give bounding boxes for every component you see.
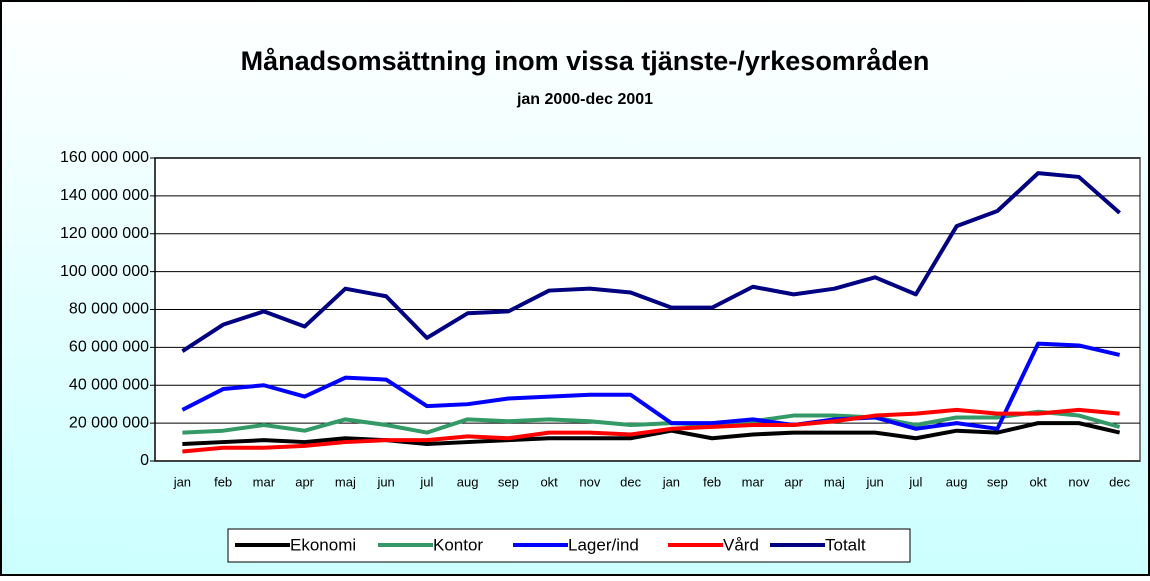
y-tick-label: 100 000 000 [60,263,149,280]
legend-label: Totalt [825,535,866,554]
x-tick-label: nov [579,474,600,489]
legend-label: Vård [723,535,759,554]
x-tick-label: okt [540,474,558,489]
y-tick-label: 0 [140,452,149,469]
series-line [182,407,1120,454]
chart-subtitle: jan 2000-dec 2001 [516,91,653,108]
y-tick-label: 60 000 000 [69,339,149,356]
legend-label: Kontor [433,535,483,554]
y-tick-label: 140 000 000 [60,187,149,204]
x-tick-label: dec [620,474,641,489]
chart-title: Månadsomsättning inom vissa tjänste-/yrk… [241,46,930,76]
x-tick-label: dec [1109,474,1130,489]
x-tick-label: mar [253,474,276,489]
x-tick-label: aug [946,474,968,489]
x-tick-label: jul [419,474,433,489]
x-tick-label: apr [295,474,314,489]
series-line [181,171,1121,353]
y-tick-label: 120 000 000 [60,225,149,242]
legend-label: Ekonomi [290,535,356,554]
series-line [182,421,1121,446]
x-tick-label: aug [457,474,479,489]
x-tick-label: apr [784,474,803,489]
x-tick-label: feb [703,474,721,489]
x-tick-label: sep [498,474,519,489]
x-tick-label: jun [376,474,394,489]
x-tick-label: jun [865,474,883,489]
y-tick-label: 160 000 000 [60,149,149,166]
series-line [182,409,1121,435]
x-tick-label: jan [173,474,191,489]
x-tick-label: jul [908,474,922,489]
y-tick-label: 20 000 000 [69,414,149,431]
x-tick-label: maj [335,474,356,489]
y-tick-label: 80 000 000 [69,301,149,318]
x-tick-label: maj [824,474,845,489]
y-tick-label: 40 000 000 [69,376,149,393]
x-tick-label: nov [1068,474,1089,489]
x-tick-label: sep [987,474,1008,489]
x-tick-label: feb [214,474,232,489]
x-tick-label: jan [662,474,680,489]
legend-label: Lager/ind [568,535,639,554]
x-tick-label: mar [742,474,765,489]
x-tick-label: okt [1029,474,1047,489]
series-line [181,341,1121,431]
